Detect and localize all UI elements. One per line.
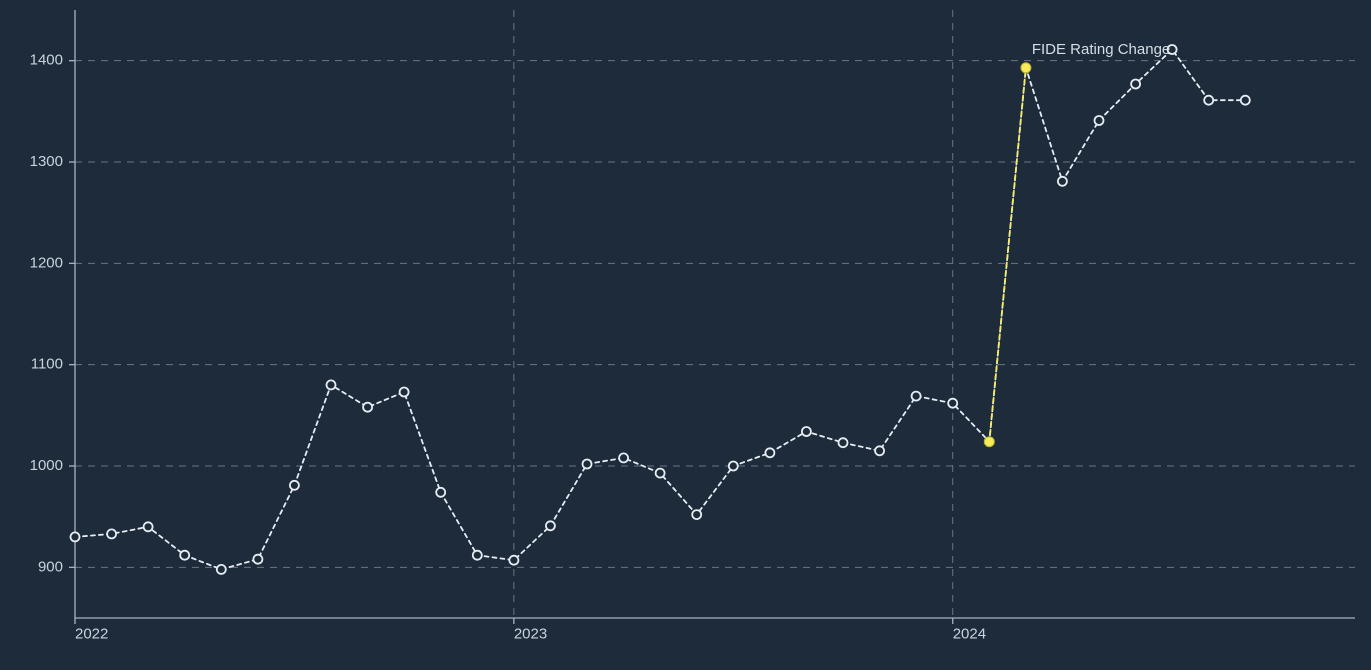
rating-marker[interactable] [180, 551, 189, 560]
rating-marker[interactable] [107, 529, 116, 538]
rating-marker[interactable] [912, 392, 921, 401]
y-axis-tick-label: 1100 [31, 356, 63, 373]
highlight-marker[interactable] [984, 437, 994, 447]
rating-marker[interactable] [144, 522, 153, 531]
y-axis-tick-label: 1000 [30, 457, 63, 474]
y-axis-tick-label: 1400 [30, 52, 63, 69]
rating-marker[interactable] [839, 438, 848, 447]
highlight-marker[interactable] [1021, 63, 1031, 73]
rating-marker[interactable] [217, 565, 226, 574]
rating-marker[interactable] [1095, 116, 1104, 125]
rating-marker[interactable] [656, 469, 665, 478]
rating-marker[interactable] [875, 446, 884, 455]
rating-marker[interactable] [290, 481, 299, 490]
rating-marker[interactable] [802, 427, 811, 436]
rating-marker[interactable] [765, 448, 774, 457]
rating-marker[interactable] [948, 399, 957, 408]
y-axis-tick-label: 900 [38, 558, 63, 575]
rating-history-chart: 900 1000 1100 1200 1300 1400 2022 2023 2024 FIDE… [0, 0, 1371, 670]
rating-marker[interactable] [253, 555, 262, 564]
rating-marker[interactable] [1204, 96, 1213, 105]
rating-marker[interactable] [1131, 80, 1140, 89]
annotation-label: FIDE Rating Change [1032, 41, 1170, 58]
rating-marker[interactable] [400, 388, 409, 397]
rating-marker[interactable] [1241, 96, 1250, 105]
rating-marker[interactable] [1058, 177, 1067, 186]
rating-marker[interactable] [327, 380, 336, 389]
rating-marker[interactable] [436, 488, 445, 497]
rating-marker[interactable] [363, 403, 372, 412]
y-axis-tick-label: 1200 [30, 254, 63, 271]
x-axis-tick-label: 2023 [514, 625, 547, 642]
rating-marker[interactable] [583, 460, 592, 469]
rating-marker[interactable] [509, 556, 518, 565]
x-axis-tick-label: 2024 [953, 625, 986, 642]
rating-marker[interactable] [729, 462, 738, 471]
x-axis-tick-label: 2022 [75, 625, 108, 642]
y-axis-tick-label: 1300 [30, 153, 63, 170]
chart-background [0, 0, 1371, 670]
rating-marker[interactable] [546, 521, 555, 530]
rating-marker[interactable] [692, 510, 701, 519]
rating-marker[interactable] [619, 453, 628, 462]
rating-marker[interactable] [71, 532, 80, 541]
rating-marker[interactable] [473, 551, 482, 560]
annotations: FIDE Rating Change [1032, 41, 1170, 58]
